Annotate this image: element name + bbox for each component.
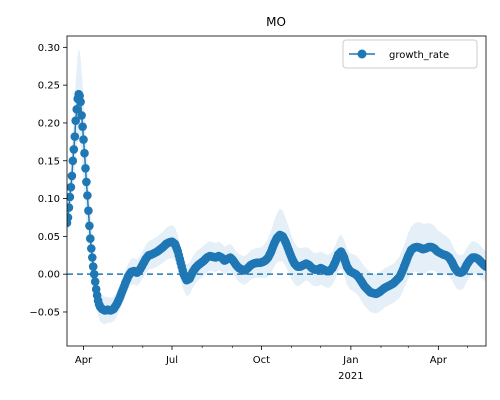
y-tick-label: 0.25 [38,81,60,92]
chart-title: MO [266,15,286,29]
y-tick-label: 0.05 [38,232,60,243]
growth-rate-point [85,221,94,231]
confidence-band [67,48,486,325]
x-tick-year-label: 2021 [338,371,363,382]
growth-rate-point [69,145,79,154]
confidence-band-layer [67,48,486,325]
growth-rate-point [88,262,98,271]
plot-area [67,48,486,325]
growth-rate-point [83,191,92,200]
y-tick-label: 0.00 [38,270,60,281]
growth-rate-point [80,148,89,158]
plot-frame [66,35,487,347]
legend-marker-sample [357,49,367,59]
y-tick-label: −0.05 [29,307,60,318]
growth-rate-point [81,164,90,173]
series-marker-layer [67,89,486,315]
growth-rate-point [71,116,80,125]
x-tick-label: Jan [342,355,358,366]
legend-label-growth-rate: growth_rate [389,50,449,61]
growth-rate-point [89,269,99,279]
y-tick-label: 0.20 [38,118,60,129]
growth-rate-point [76,97,85,107]
y-tick-label: 0.10 [38,194,60,205]
x-tick-label: Jul [165,355,178,366]
x-axis: Apr Jul Oct Jan 2021 Apr [75,346,468,382]
growth-rate-point [67,182,76,192]
growth-rate-point [67,192,75,202]
growth-rate-point [88,253,97,262]
growth-rate-point [77,111,86,120]
growth-rate-point [70,132,80,141]
y-tick-label: 0.30 [38,43,60,54]
growth-rate-point [82,177,91,187]
y-tick-label: 0.15 [38,156,60,167]
growth-rate-point [90,277,100,287]
growth-rate-point [481,262,486,271]
x-tick-label: Apr [75,355,93,366]
growth-rate-point [84,206,93,215]
growth-rate-point [72,105,81,114]
growth-rate-point [87,244,96,253]
x-tick-label: Apr [430,355,448,366]
growth-rate-point [67,203,74,212]
legend: growth_rate [342,39,478,69]
x-tick-label: Oct [253,355,270,366]
legend-box [342,39,478,69]
growth-rate-point [67,171,77,181]
growth-rate-point [78,122,87,131]
growth-rate-point [68,156,78,166]
growth-rate-point [79,135,88,144]
growth-rate-point [86,234,95,243]
y-axis: −0.05 0.00 0.05 0.10 0.15 0.20 0.25 0.30 [29,43,67,318]
growth-rate-point [67,213,73,222]
